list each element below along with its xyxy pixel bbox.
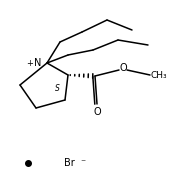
Text: S: S xyxy=(55,83,60,92)
Text: CH₃: CH₃ xyxy=(151,70,167,79)
Text: O: O xyxy=(93,107,101,117)
Text: +: + xyxy=(27,58,33,67)
Text: Br  ⁻: Br ⁻ xyxy=(64,158,86,168)
Text: O: O xyxy=(119,63,127,73)
Text: N: N xyxy=(34,58,42,68)
